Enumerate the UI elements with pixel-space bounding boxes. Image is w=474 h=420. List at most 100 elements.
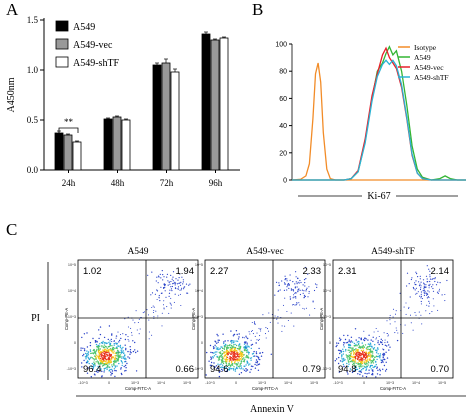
cell-dot — [250, 368, 252, 371]
cell-dot — [253, 350, 255, 353]
cell-dot — [337, 362, 340, 365]
flow-cytometry-c: PI Annexin V A549 10^5 10^4 10^3 0 -10^3 -10^3 0 1… — [31, 247, 466, 415]
cell-dot — [265, 337, 267, 339]
cell-dot — [355, 366, 357, 369]
cell-dot — [277, 322, 279, 324]
cell-dot — [134, 341, 136, 344]
cell-dot — [161, 270, 163, 272]
cell-dot — [316, 284, 318, 286]
cell-dot — [360, 358, 362, 360]
cell-dot — [362, 352, 364, 354]
cell-dot — [100, 341, 103, 344]
y-tick-label: 0 — [74, 341, 76, 345]
cell-dot — [104, 367, 107, 369]
cell-dot — [409, 314, 412, 316]
cell-dot — [397, 332, 399, 334]
cell-dot — [232, 354, 234, 356]
cell-dot — [94, 350, 96, 353]
cell-dot — [434, 278, 436, 280]
cell-dot — [90, 376, 93, 378]
cell-dot — [106, 366, 108, 368]
cell-dot — [414, 312, 416, 314]
cell-dot — [357, 358, 359, 360]
cell-dot — [111, 345, 113, 347]
cell-dot — [423, 283, 425, 285]
cell-dot — [115, 335, 118, 337]
cell-dot — [92, 368, 94, 370]
cell-dot — [297, 291, 299, 293]
cell-dot — [98, 348, 100, 350]
x-tick-label: 10^4 — [157, 381, 165, 385]
cell-dot — [362, 339, 365, 341]
cell-dot — [408, 283, 410, 285]
cell-dot — [219, 351, 222, 353]
cell-dot — [313, 289, 316, 292]
cell-dot — [424, 286, 426, 289]
cell-dot — [364, 366, 366, 369]
cell-dot — [373, 331, 375, 333]
cell-dot — [229, 359, 231, 361]
cell-dot — [252, 355, 255, 357]
cell-dot — [222, 364, 224, 366]
cell-dot — [342, 360, 345, 362]
cell-dot — [229, 350, 231, 352]
cell-dot — [253, 322, 255, 324]
plot-title: A549-shTF — [371, 247, 415, 257]
cell-dot — [250, 344, 253, 346]
cell-dot — [256, 362, 258, 364]
cell-dot — [441, 294, 443, 296]
cell-dot — [249, 371, 251, 373]
cell-dot — [85, 358, 87, 360]
cell-dot — [228, 364, 230, 366]
cell-dot — [352, 351, 355, 353]
cell-dot — [255, 342, 257, 344]
quadrant-lower-left: 96.4 — [83, 364, 102, 375]
cell-dot — [266, 328, 269, 330]
cell-dot — [354, 353, 357, 355]
cell-dot — [102, 359, 104, 361]
bar — [170, 71, 180, 171]
cell-dot — [243, 354, 245, 356]
cell-dot — [241, 355, 244, 358]
cell-dot — [349, 370, 351, 372]
cell-dot — [349, 347, 351, 349]
cell-dot — [292, 297, 294, 299]
cell-dot — [374, 344, 376, 346]
cell-dot — [228, 363, 230, 365]
cell-dot — [379, 355, 382, 357]
cell-dot — [92, 366, 95, 368]
cell-dot — [352, 370, 355, 373]
cell-dot — [279, 289, 281, 291]
cell-dot — [104, 364, 106, 366]
cell-dot — [239, 358, 241, 360]
cell-dot — [378, 335, 380, 338]
cell-dot — [363, 353, 365, 355]
cell-dot — [368, 334, 370, 336]
cell-dot — [84, 356, 87, 358]
cell-dot — [295, 304, 297, 306]
cell-dot — [99, 359, 101, 361]
cell-dot — [420, 314, 422, 316]
cell-dot — [256, 360, 259, 363]
cell-dot — [231, 352, 233, 355]
cell-dot — [342, 348, 344, 350]
cell-dot — [307, 273, 309, 275]
cell-dot — [252, 352, 255, 355]
cell-dot — [139, 328, 141, 330]
cell-dot — [219, 348, 221, 350]
cell-dot — [235, 356, 238, 358]
cell-dot — [134, 322, 136, 324]
cell-dot — [365, 354, 367, 356]
cell-dot — [238, 373, 241, 375]
cell-dot — [338, 337, 341, 339]
cell-dot — [276, 281, 278, 283]
cell-dot — [127, 316, 129, 318]
cell-dot — [302, 292, 304, 294]
cell-dot — [282, 304, 285, 306]
cell-dot — [421, 323, 423, 325]
cell-dot — [364, 337, 366, 339]
cell-dot — [257, 356, 259, 358]
cell-dot — [101, 346, 103, 348]
cell-dot — [230, 347, 232, 349]
cell-dot — [225, 364, 228, 366]
